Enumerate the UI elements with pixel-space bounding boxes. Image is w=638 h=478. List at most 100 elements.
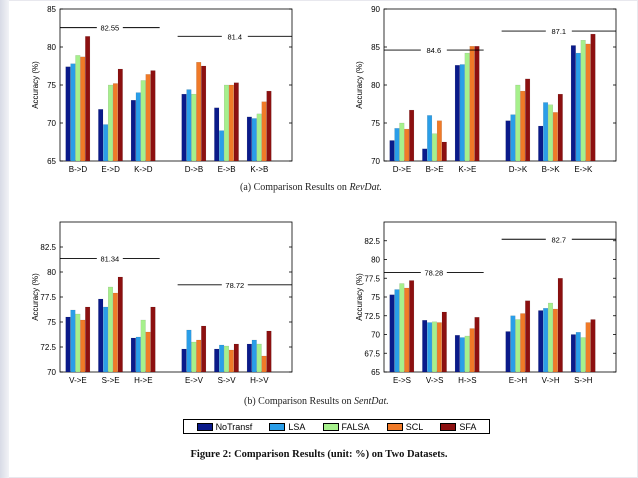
chart-1-ytick-label: 80 (47, 43, 56, 52)
chart-4-ytick-label: 65 (371, 368, 380, 377)
chart-4-bar-stoh-sfa (590, 319, 596, 373)
chart-2-xtick-dtoe: D->E (393, 165, 411, 174)
chart-3-bar-htov-sfa (266, 330, 272, 373)
chart-1-xtick-btod: B->D (69, 165, 88, 174)
chart-4-xtick-htos: H->S (458, 376, 476, 385)
chart-2-bar-dtoe-sfa (409, 109, 415, 162)
chart-4-bar-etos-notransf (389, 294, 395, 373)
chart-3-xtick-vtoe: V->E (69, 376, 87, 385)
chart-1-bar-ktob-lsa (251, 118, 257, 162)
chart-2-bar-btoe-falsa (432, 133, 437, 162)
chart-4-bar-vtos-sfa (441, 311, 447, 373)
chart-2-bar-ktoe-sfa (474, 46, 480, 162)
chart-4-xtick-etos: E->S (393, 376, 411, 385)
chart-4-bar-vtoh-sfa (557, 278, 563, 373)
chart-2-ytick-label: 85 (371, 43, 380, 52)
chart-4-xtick-vtoh: V->H (542, 376, 560, 385)
chart-3-bar-vtoe-sfa (85, 306, 91, 373)
chart-3-bar-stov-falsa (224, 345, 229, 373)
chart-4-bar-etoh-sfa (525, 300, 531, 373)
chart-3-bar-stoe-sfa (117, 276, 123, 373)
chart-3-ytick-label: 75 (47, 318, 56, 327)
chart-2-ytick-label: 90 (371, 5, 380, 14)
chart-2-reference-label-1: 84.6 (427, 46, 442, 55)
chart-3-bar-htoe-scl (145, 331, 151, 373)
chart-1-bar-ktob-sfa (266, 90, 272, 162)
chart-2-bar-btok-falsa (548, 104, 553, 162)
chart-2-bar-etok-falsa (580, 40, 586, 162)
chart-3-reference-label-bg-2 (221, 279, 248, 290)
chart-1-bar-etob-lsa (219, 130, 225, 162)
chart-2-bar-dtoe-falsa (399, 122, 405, 162)
chart-3-bar-etov-notransf (181, 348, 187, 373)
chart-2-ylabel: Accuracy (%) (355, 61, 364, 109)
chart-1-bar-dtob-lsa (186, 89, 192, 162)
chart-1-reference-label-bg-1 (96, 22, 123, 33)
legend-label-notransf: NoTransf (215, 421, 253, 432)
legend-item-sfa: SFA (440, 422, 476, 432)
chart-4-bar-htos-lsa (459, 337, 465, 373)
chart-2-bar-etok-sfa (590, 33, 596, 162)
chart-3-reference-label-1: 81.34 (100, 255, 119, 264)
legend-item-lsa: LSA (269, 422, 305, 432)
legend-label-lsa: LSA (288, 421, 306, 432)
chart-1-bar-etob-notransf (214, 107, 220, 162)
chart-4-bar-vtos-falsa (432, 321, 437, 373)
chart-1-bar-etod-notransf (98, 109, 104, 162)
caption-b: (b) Comparison Results on SentDat. (244, 396, 389, 407)
chart-2-bar-etok-notransf (570, 45, 576, 162)
chart-4-bar-stoh-lsa (575, 332, 581, 373)
chart-2-bar-dtoe-scl (404, 128, 410, 162)
legend-swatch-falsa (322, 422, 339, 431)
chart-1-ytick-label: 85 (47, 5, 56, 14)
chart-1-ytick-label: 75 (47, 81, 56, 90)
chart-1-bar-etod-sfa (117, 68, 123, 162)
chart-3-bar-stov-lsa (219, 344, 225, 373)
slide-accent-bar (0, 0, 9, 478)
chart-1-bar-dtob-scl (196, 62, 202, 162)
chart-4-ylabel: Accuracy (%) (355, 273, 364, 321)
chart-2-bar-etok-scl (585, 43, 591, 162)
chart-1-bar-ktod-lsa (135, 92, 141, 162)
chart-4-ytick-label: 67.5 (364, 349, 380, 358)
chart-4-bar-vtos-notransf (422, 320, 428, 373)
chart-2-bar-ktoe-falsa (464, 52, 470, 162)
chart-3-bar-etov-scl (196, 339, 202, 373)
chart-2-bar-ktoe-lsa (459, 64, 465, 162)
chart-3-ytick-label: 80 (47, 268, 56, 277)
chart-3-xtick-etov: E->V (185, 376, 204, 385)
chart-2-bar-btok-notransf (538, 125, 544, 162)
chart-1-bar-etod-scl (112, 83, 118, 162)
chart-2-bar-dtok-scl (520, 90, 526, 162)
legend-item-falsa: FALSA (322, 422, 370, 432)
chart-1-bar-ktob-notransf (246, 116, 252, 162)
chart-2-bar-btoe-sfa (441, 141, 447, 162)
chart-3-bar-stoe-notransf (98, 298, 104, 373)
chart-3-bar-stoe-lsa (103, 306, 109, 373)
chart-4-bar-vtoh-falsa (548, 302, 553, 373)
chart-4-ytick-label: 70 (371, 331, 380, 340)
chart-2-bar-btok-sfa (557, 93, 563, 162)
chart-4-ytick-label: 72.5 (364, 312, 380, 321)
chart-4-reference-label-bg-2 (545, 234, 572, 245)
chart-1-bar-ktob-falsa (256, 113, 262, 162)
chart-4-bar-stoh-notransf (570, 334, 576, 373)
legend-swatch-lsa (269, 422, 286, 431)
chart-3-bar-vtoe-lsa (70, 309, 76, 373)
chart-3-xtick-stov: S->V (218, 376, 237, 385)
chart-4-bar-etoh-lsa (510, 315, 516, 373)
chart-4-bar-vtos-lsa (427, 322, 433, 373)
chart-2-reference-label-2: 87.1 (552, 27, 567, 36)
chart-1-bar-btod-lsa (70, 63, 76, 162)
chart-1-xtick-dtob: D->B (185, 165, 203, 174)
chart-3-ytick-label: 70 (47, 368, 56, 377)
chart-4-bar-stoh-falsa (580, 337, 586, 373)
chart-4-bar-vtoh-lsa (543, 308, 549, 373)
chart-4-xtick-vtos: V->S (426, 376, 444, 385)
chart-4-ytick-label: 77.5 (364, 274, 380, 283)
chart-1-xtick-ktob: K->B (250, 165, 268, 174)
caption-a-prefix: (a) Comparison Results on (240, 182, 350, 193)
chart-3-bar-stov-sfa (233, 343, 239, 373)
legend-item-scl: SCL (386, 422, 423, 432)
chart-3-bar-htoe-lsa (135, 336, 141, 373)
